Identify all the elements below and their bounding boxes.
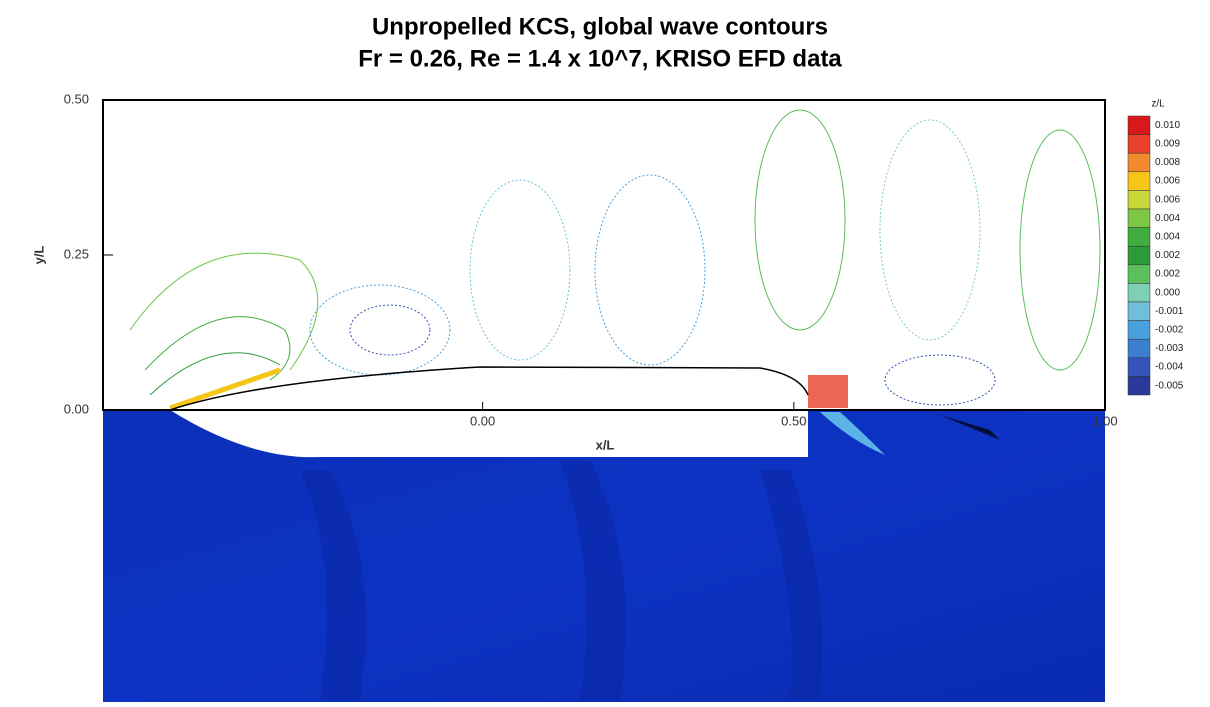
colorbar-swatch — [1128, 302, 1150, 321]
colorbar-swatch — [1128, 228, 1150, 247]
colorbar-label: 0.002 — [1155, 269, 1180, 280]
colorbar-swatch — [1128, 209, 1150, 228]
colorbar-label: 0.008 — [1155, 157, 1180, 168]
colorbar-label: -0.004 — [1155, 362, 1184, 373]
colorbar-title: z/L — [1151, 99, 1165, 110]
plot-area — [103, 100, 1105, 410]
y-tick-label: 0.00 — [64, 401, 89, 416]
colorbar-label: 0.000 — [1155, 287, 1180, 298]
y-tick-label: 0.50 — [64, 91, 89, 106]
colorbar-label: 0.010 — [1155, 120, 1180, 131]
colorbar-swatch — [1128, 339, 1150, 358]
chart: Unpropelled KCS, global wave contours Fr… — [0, 0, 1210, 702]
colorbar-swatch — [1128, 358, 1150, 377]
x-axis-label: x/L — [596, 437, 615, 452]
colorbar-swatch — [1128, 116, 1150, 135]
colorbar-swatch — [1128, 283, 1150, 302]
x-tick-label: 0.00 — [470, 413, 495, 428]
x-tick-label: 0.50 — [781, 413, 806, 428]
colorbar-swatch — [1128, 376, 1150, 395]
colorbar-label: 0.004 — [1155, 232, 1180, 243]
y-axis-label: y/L — [31, 246, 46, 265]
colorbar-swatch — [1128, 135, 1150, 154]
colorbar-label: -0.001 — [1155, 306, 1184, 317]
colorbar-label: 0.009 — [1155, 139, 1180, 150]
colorbar-label: 0.006 — [1155, 194, 1180, 205]
x-tick-label: 1.00 — [1092, 413, 1117, 428]
y-tick-label: 0.25 — [64, 246, 89, 261]
colorbar-label: 0.002 — [1155, 250, 1180, 261]
colorbar-swatch — [1128, 321, 1150, 340]
colorbar-label: 0.004 — [1155, 213, 1180, 224]
colorbar-swatch — [1128, 172, 1150, 191]
colorbar-label: -0.005 — [1155, 380, 1184, 391]
colorbar-swatch — [1128, 246, 1150, 265]
colorbar-swatch — [1128, 190, 1150, 209]
colorbar-label: -0.003 — [1155, 343, 1184, 354]
colorbar-label: 0.006 — [1155, 176, 1180, 187]
colorbar-swatch — [1128, 153, 1150, 172]
chart-title: Unpropelled KCS, global wave contours — [372, 13, 828, 40]
colorbar-swatch — [1128, 265, 1150, 284]
chart-subtitle: Fr = 0.26, Re = 1.4 x 10^7, KRISO EFD da… — [358, 45, 842, 72]
colorbar-label: -0.002 — [1155, 325, 1184, 336]
bow-peak — [808, 375, 848, 408]
